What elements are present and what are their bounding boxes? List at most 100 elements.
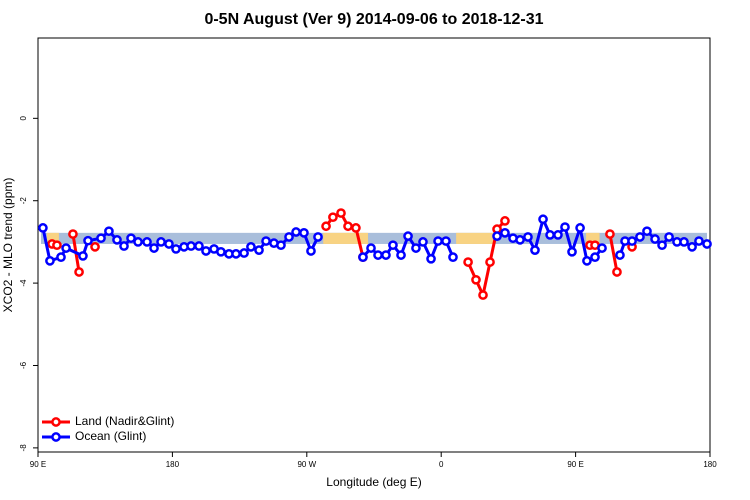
data-point <box>448 252 458 263</box>
data-point <box>694 236 704 246</box>
data-point <box>284 232 294 242</box>
data-point <box>478 290 488 300</box>
data-point <box>523 232 533 242</box>
data-point <box>96 233 106 244</box>
data-point <box>418 237 428 247</box>
data-point <box>492 231 502 241</box>
data-point <box>119 241 129 251</box>
y-tick-label: -4 <box>19 279 28 287</box>
data-point <box>538 214 548 225</box>
x-tick-label: 180 <box>703 460 717 469</box>
y-tick-label: 0 <box>19 116 28 121</box>
data-point <box>201 246 211 256</box>
data-point <box>388 240 398 251</box>
data-point <box>463 257 473 267</box>
data-point <box>149 243 159 253</box>
data-point <box>687 242 697 252</box>
data-point <box>328 212 338 223</box>
data-point <box>426 253 436 264</box>
legend-marker <box>51 432 61 442</box>
data-point <box>635 232 645 242</box>
data-point <box>615 250 625 260</box>
data-point <box>52 240 62 251</box>
data-point <box>545 230 555 240</box>
data-point <box>650 234 660 244</box>
x-tick-label: 90 E <box>567 460 583 469</box>
data-point <box>171 244 181 254</box>
data-point <box>126 233 136 244</box>
data-point <box>56 252 66 263</box>
data-point <box>396 250 406 260</box>
data-point <box>373 250 383 260</box>
y-tick-label: -2 <box>19 197 28 205</box>
data-point <box>657 240 667 251</box>
data-point <box>500 227 510 238</box>
data-point <box>403 231 413 241</box>
data-point <box>515 235 525 245</box>
data-point <box>679 237 689 247</box>
data-point <box>612 267 622 277</box>
data-point <box>702 239 712 249</box>
data-point <box>313 232 323 242</box>
data-point <box>500 216 510 226</box>
data-point <box>239 248 249 258</box>
data-point <box>299 227 309 238</box>
data-point <box>597 243 607 253</box>
legend-label: Ocean (Glint) <box>75 429 146 443</box>
data-point <box>627 236 637 246</box>
data-point <box>68 229 78 239</box>
data-point <box>38 223 48 233</box>
legend-label: Land (Nadir&Glint) <box>75 414 174 428</box>
land-band <box>456 232 494 244</box>
land-band <box>46 232 59 244</box>
land-band <box>586 232 600 244</box>
data-point <box>530 245 540 255</box>
data-point <box>254 245 264 255</box>
data-point <box>112 235 122 245</box>
data-point <box>194 241 204 251</box>
data-point <box>560 222 570 232</box>
data-point <box>104 226 114 237</box>
data-point <box>261 236 271 246</box>
legend-marker <box>51 417 61 427</box>
data-point <box>664 232 674 242</box>
y-axis-label: XCO2 - MLO trend (ppm) <box>1 178 15 313</box>
data-point <box>83 235 93 246</box>
data-point <box>485 257 495 267</box>
reference-band <box>41 232 707 244</box>
data-point <box>343 221 353 232</box>
data-point <box>582 256 592 266</box>
data-point <box>575 223 585 233</box>
y-tick-label: -6 <box>19 361 28 369</box>
data-point <box>366 243 376 253</box>
data-point <box>642 226 652 237</box>
data-point <box>567 246 577 257</box>
data-point <box>276 240 286 251</box>
data-point <box>605 229 615 239</box>
x-tick-label: 0 <box>439 460 444 469</box>
data-point <box>61 243 71 253</box>
data-point <box>553 230 563 240</box>
data-point <box>164 239 174 249</box>
data-point <box>216 246 226 257</box>
data-point <box>291 227 301 237</box>
data-point <box>411 243 421 253</box>
data-point <box>336 208 346 218</box>
data-point <box>321 221 331 232</box>
chart-title: 0-5N August (Ver 9) 2014-09-06 to 2018-1… <box>204 11 543 28</box>
data-point <box>358 252 368 263</box>
data-point <box>433 236 443 246</box>
land-band <box>323 232 369 244</box>
y-tick-label: -8 <box>19 444 28 452</box>
data-point <box>306 246 316 256</box>
data-point <box>186 241 196 251</box>
data-point <box>441 236 451 246</box>
x-axis-label: Longitude (deg E) <box>326 475 421 489</box>
data-point <box>471 274 481 285</box>
x-tick-label: 90 W <box>297 460 316 469</box>
data-point <box>351 223 361 233</box>
data-point <box>142 237 152 247</box>
data-point <box>90 242 100 252</box>
data-point <box>156 237 166 247</box>
